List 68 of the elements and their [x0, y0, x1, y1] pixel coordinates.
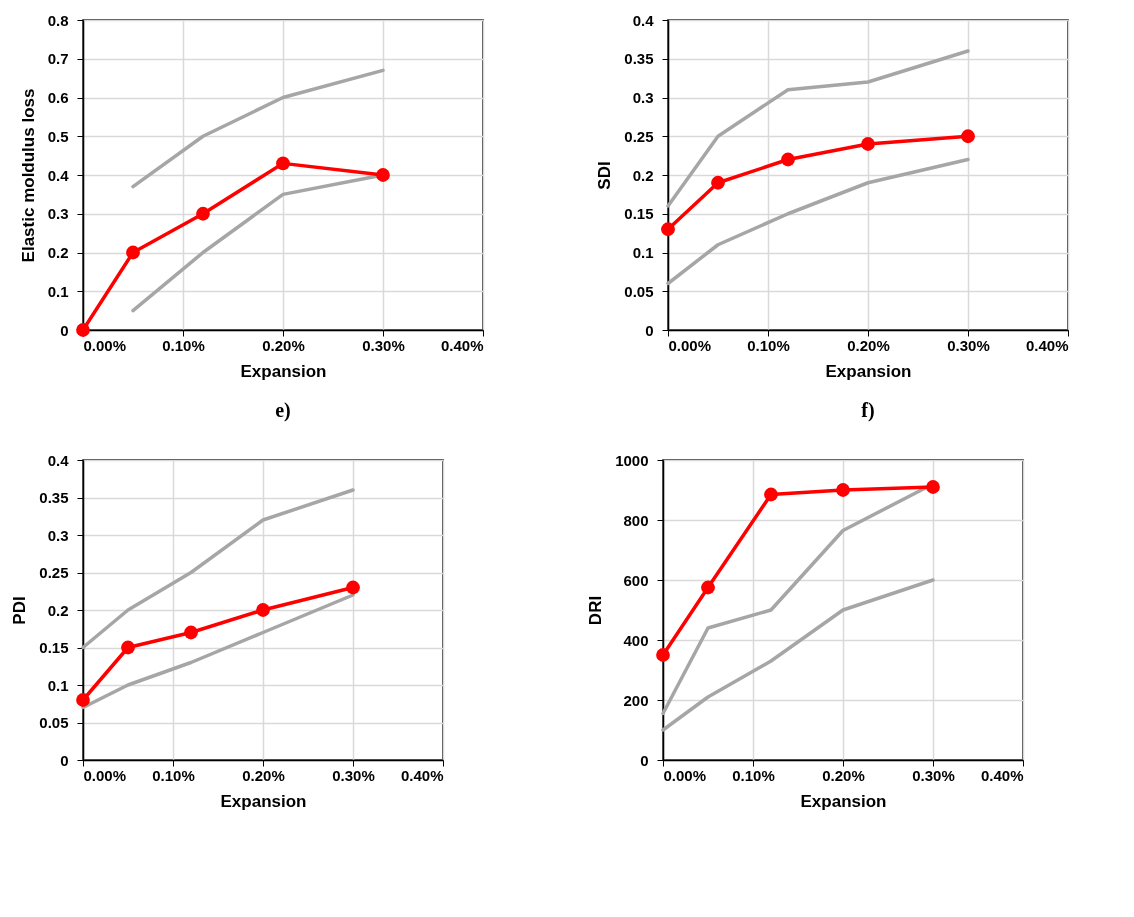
y-tick-label: 0.4	[632, 11, 655, 29]
y-axis-title: SDI	[595, 161, 615, 190]
x-tick-label: 0.20%	[242, 766, 285, 784]
y-tick-label: 0	[60, 321, 69, 339]
x-tick-label: 0.30%	[912, 766, 955, 784]
y-tick-label: 0.8	[47, 11, 69, 29]
line-series	[666, 157, 970, 286]
y-tick-label: 0.05	[624, 282, 654, 300]
y-tick-label: 0.1	[47, 282, 69, 300]
y-tick-label: 1000	[615, 451, 649, 469]
line-series	[661, 578, 935, 732]
x-tick-label: 0.40%	[400, 766, 444, 784]
y-tick-label: 0	[645, 321, 654, 339]
x-tick-label: 0.30%	[362, 336, 405, 354]
text: e)	[275, 399, 291, 422]
x-tick-label: 0.10%	[732, 766, 775, 784]
x-tick-label: 0.10%	[747, 336, 790, 354]
x-axis-title: Expansion	[220, 791, 307, 811]
y-axis-title: Elastic moldulus loss	[18, 88, 38, 263]
x-tick-label: 0.00%	[668, 336, 712, 354]
y-tick-label: 0.25	[39, 564, 69, 581]
x-tick-label: 0.30%	[947, 336, 990, 354]
x-axis-title: Expansion	[800, 791, 887, 811]
x-tick-label: 0.40%	[980, 766, 1024, 784]
x-tick-label: 0.40%	[440, 336, 484, 354]
y-tick-label: 0	[60, 751, 69, 769]
x-axis-title: Expansion	[240, 361, 327, 381]
y-tick-label: 0.4	[47, 451, 70, 469]
y-tick-label: 0.2	[47, 244, 69, 261]
y-tick-label: 0.1	[47, 676, 69, 694]
y-tick-label: 0.2	[632, 166, 654, 184]
y-tick-label: 0.15	[39, 639, 69, 656]
y-tick-label: 0.4	[47, 166, 70, 184]
x-tick-label: 0.00%	[663, 766, 707, 784]
x-tick-label: 0.20%	[847, 336, 890, 354]
y-tick-label: 800	[623, 511, 649, 529]
y-tick-label: 200	[623, 691, 649, 709]
x-tick-label: 0.10%	[152, 766, 195, 784]
y-tick-label: 400	[623, 631, 649, 649]
y-tick-label: 0.3	[632, 89, 654, 106]
x-axis-title: Expansion	[825, 361, 912, 381]
line-series	[131, 68, 385, 189]
y-tick-label: 0.35	[624, 50, 654, 68]
x-tick-label: 0.10%	[162, 336, 205, 354]
y-tick-label: 0.15	[624, 205, 654, 223]
x-tick-label: 0.00%	[83, 336, 127, 354]
y-tick-label: 0.7	[47, 50, 69, 68]
y-tick-label: 0.6	[47, 89, 69, 106]
y-tick-label: 0.1	[632, 244, 654, 261]
y-tick-label: 0.3	[47, 205, 69, 223]
x-tick-label: 0.00%	[83, 766, 127, 784]
y-axis-title: DRI	[586, 595, 606, 626]
x-tick-label: 0.20%	[822, 766, 865, 784]
y-axis-title: PDI	[10, 596, 30, 625]
y-tick-label: 600	[623, 571, 649, 589]
y-tick-label: 0.3	[47, 526, 69, 544]
y-tick-label: 0	[640, 751, 649, 769]
line-series	[666, 49, 970, 208]
line-series	[81, 488, 355, 650]
y-tick-label: 0.35	[39, 489, 69, 506]
y-tick-label: 0.2	[47, 601, 69, 619]
y-tick-label: 0.5	[47, 127, 69, 145]
y-tick-label: 0.05	[39, 714, 69, 731]
text: f)	[861, 399, 875, 422]
x-tick-label: 0.30%	[332, 766, 375, 784]
x-tick-label: 0.20%	[262, 336, 305, 354]
x-tick-label: 0.40%	[1025, 336, 1069, 354]
y-tick-label: 0.25	[624, 127, 654, 145]
